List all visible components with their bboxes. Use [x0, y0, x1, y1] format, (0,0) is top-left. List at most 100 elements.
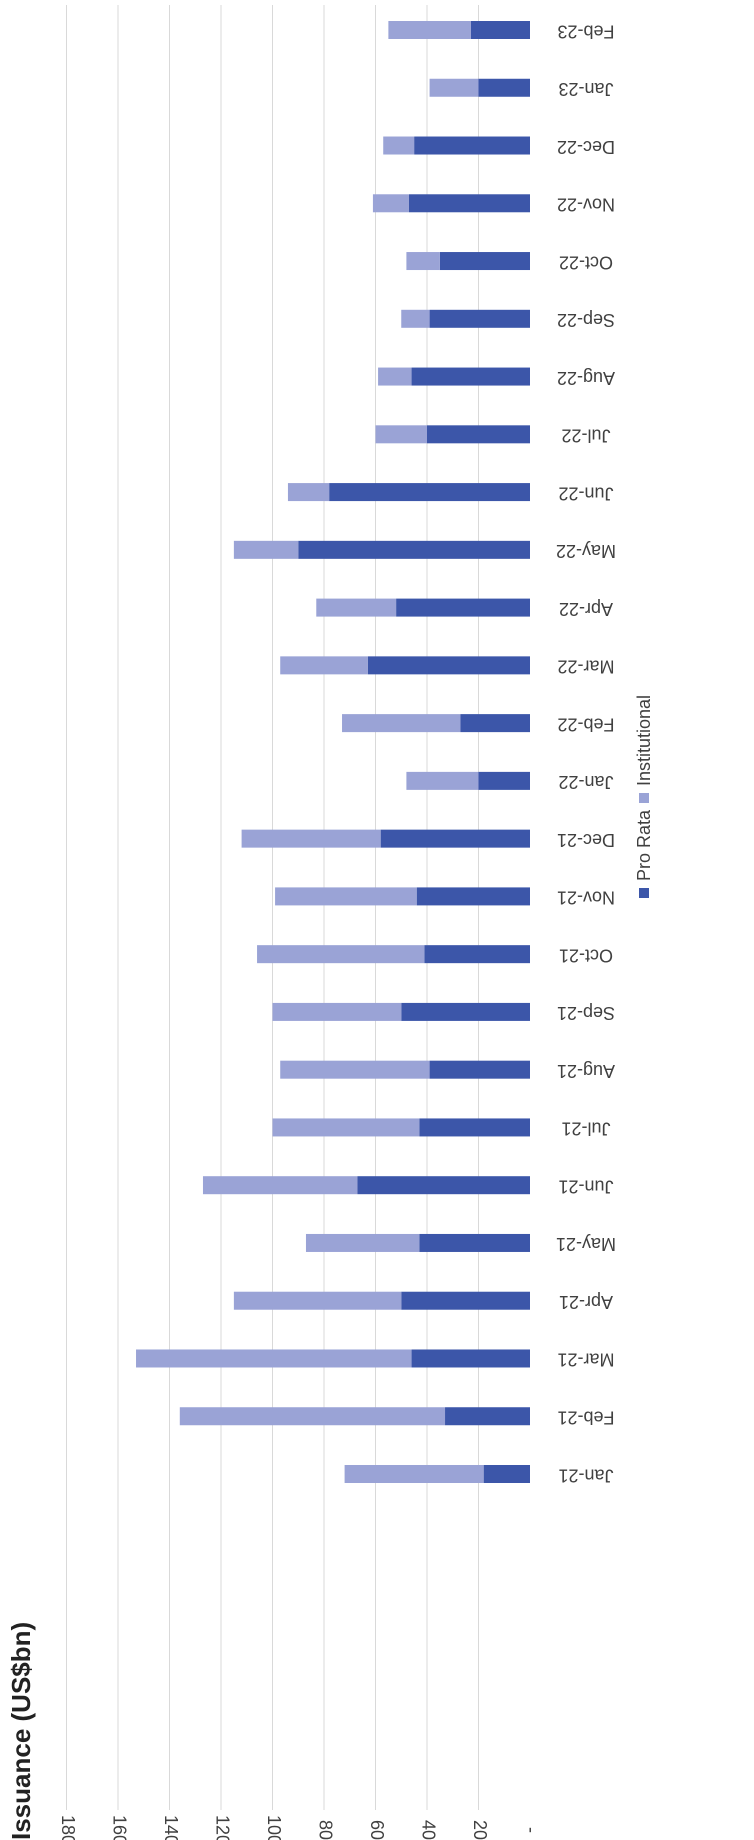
bar-institutional [287, 483, 330, 502]
bar-institutional [372, 194, 409, 213]
legend-swatch-institutional [639, 793, 649, 803]
bar-pro-rata [478, 78, 530, 97]
bar-institutional [272, 1002, 402, 1021]
bar-pro-rata [483, 1465, 530, 1483]
bar-pro-rata [419, 1118, 530, 1137]
bar-institutional [316, 598, 397, 617]
bar-pro-rata [460, 714, 530, 733]
category-label: Nov-21 [557, 888, 615, 908]
category-label: Dec-21 [557, 830, 615, 850]
bar-pro-rata [298, 540, 530, 559]
value-tick-label: 160 [109, 1815, 129, 1840]
category-label: Dec-22 [557, 137, 615, 157]
gridlines [66, 5, 479, 1810]
bar-pro-rata [414, 136, 530, 155]
bar-pro-rata [408, 194, 530, 213]
bar-pro-rata [416, 887, 530, 906]
bar-institutional [401, 309, 430, 328]
bar-institutional [406, 771, 479, 790]
value-tick-label: 20 [470, 1820, 490, 1840]
category-label: Feb-22 [557, 714, 614, 734]
category-label: Jan-22 [558, 772, 613, 792]
category-label: Sep-22 [557, 310, 615, 330]
value-tick-label: - [521, 1827, 541, 1833]
bar-institutional [275, 887, 417, 906]
chart-title: Issuance (US$bn) [6, 1622, 36, 1840]
category-label: Jul-22 [561, 426, 610, 446]
value-tick-label: 80 [315, 1820, 335, 1840]
bar-institutional [179, 1407, 446, 1426]
category-label: Oct-21 [559, 945, 613, 965]
bar-institutional [344, 1465, 484, 1483]
rotated-chart-group: - 20 40 60 80 100 120 140 160 180 Jan-21 Feb-21 Mar… [58, 5, 654, 1840]
category-label: Feb-23 [557, 21, 614, 41]
bar-institutional [202, 1176, 358, 1195]
bar-pro-rata [411, 367, 530, 386]
bar-pro-rata [396, 598, 530, 617]
bar-pro-rata [357, 1176, 530, 1195]
category-axis-labels: Jan-21 Feb-21 Mar-21 Apr-21 May-21 Jun-21 Jul-… [556, 21, 616, 1485]
category-label: Jan-21 [558, 1465, 613, 1485]
category-label: Aug-22 [557, 368, 615, 388]
legend-swatch-pro-rata [639, 888, 649, 898]
category-label: Aug-21 [557, 1061, 615, 1081]
category-label: Jan-23 [558, 79, 613, 99]
value-tick-label: 180 [58, 1815, 78, 1840]
bar-institutional [241, 829, 381, 848]
bar-institutional [388, 21, 471, 39]
title-group: Issuance (US$bn) [6, 1622, 36, 1840]
value-axis-tick-labels: - 20 40 60 80 100 120 140 160 180 [58, 1815, 542, 1840]
category-label: Apr-21 [559, 1292, 613, 1312]
value-tick-label: 120 [212, 1815, 232, 1840]
bar-pro-rata [401, 1291, 530, 1310]
bar-pro-rata [427, 425, 530, 444]
bar-pro-rata [439, 252, 530, 271]
bar-institutional [305, 1233, 420, 1252]
category-label: Apr-22 [559, 599, 613, 619]
bar-institutional [429, 78, 479, 97]
bar-pro-rata [429, 1060, 530, 1079]
legend-label-pro-rata: Pro Rata [634, 809, 654, 881]
category-label: Nov-22 [557, 195, 615, 215]
bar-institutional [375, 425, 427, 444]
bar-institutional [280, 1060, 430, 1079]
bar-pro-rata [478, 771, 530, 790]
bar-institutional [342, 714, 461, 733]
bar-pro-rata [419, 1233, 530, 1252]
bar-institutional [233, 1291, 402, 1310]
value-tick-label: 140 [161, 1815, 181, 1840]
bar-pro-rata [470, 21, 530, 39]
bar-pro-rata [367, 656, 530, 675]
bar-pro-rata [401, 1002, 530, 1021]
bar-institutional [233, 540, 299, 559]
value-tick-label: 60 [367, 1820, 387, 1840]
category-label: Oct-22 [559, 252, 613, 272]
category-label: Feb-21 [557, 1407, 614, 1427]
category-label: Jun-22 [558, 483, 613, 503]
bar-pro-rata [411, 1349, 530, 1368]
bar-institutional [136, 1349, 412, 1368]
category-label: May-21 [556, 1234, 616, 1254]
legend: Pro Rata Institutional [634, 695, 654, 898]
bar-pro-rata [445, 1407, 530, 1426]
bar-institutional [257, 945, 425, 964]
category-label: May-22 [556, 541, 616, 561]
bar-pro-rata [329, 483, 530, 502]
value-tick-label: 40 [418, 1820, 438, 1840]
bar-pro-rata [424, 945, 530, 964]
bar-institutional [280, 656, 368, 675]
category-label: Sep-21 [557, 1003, 615, 1023]
bar-pro-rata [429, 309, 530, 328]
bars [136, 21, 530, 1483]
bar-pro-rata [380, 829, 530, 848]
category-label: Mar-22 [557, 657, 614, 677]
category-label: Jun-21 [558, 1176, 613, 1196]
category-label: Mar-21 [557, 1350, 614, 1370]
bar-institutional [406, 252, 440, 271]
value-tick-label: 100 [264, 1815, 284, 1840]
bar-institutional [378, 367, 412, 386]
bar-institutional [272, 1118, 420, 1137]
bar-institutional [383, 136, 415, 155]
